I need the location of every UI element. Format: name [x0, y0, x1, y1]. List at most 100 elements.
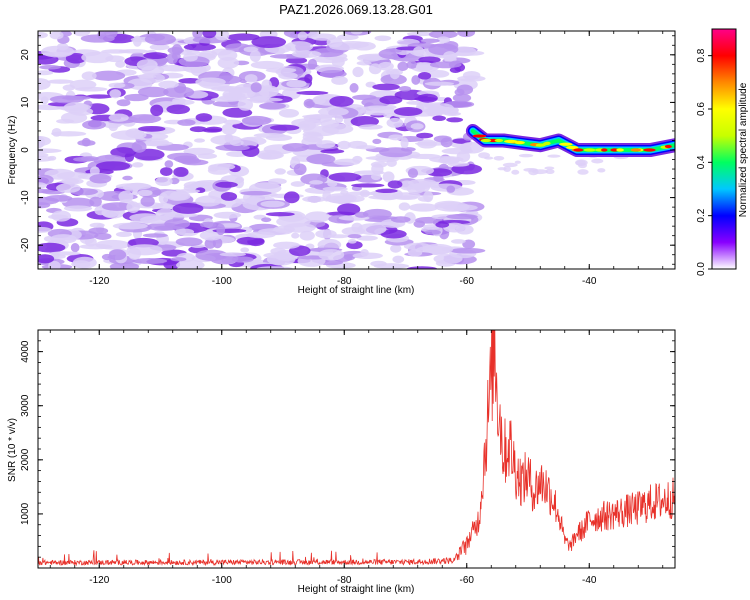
- noise-blob: [108, 113, 129, 122]
- noise-blob: [171, 44, 183, 56]
- chart-title: PAZ1.2026.069.13.28.G01: [279, 2, 433, 17]
- noise-blob: [428, 103, 455, 114]
- noise-blob: [392, 255, 405, 264]
- noise-blob: [274, 168, 286, 175]
- noise-blob: [108, 122, 119, 132]
- noise-blob: [89, 166, 100, 177]
- noise-blob: [415, 62, 434, 72]
- noise-blob: [386, 158, 397, 167]
- noise-blob: [446, 185, 456, 193]
- noise-blob: [115, 60, 126, 68]
- noise-blob: [325, 195, 355, 204]
- noise-blob: [235, 198, 250, 204]
- noise-blob: [197, 153, 217, 159]
- noise-blob: [95, 161, 131, 171]
- noise-blob: [240, 190, 272, 196]
- noise-blob: [195, 77, 226, 87]
- noise-blob: [234, 177, 245, 189]
- colorbar-tick-label: 0.4: [696, 155, 707, 169]
- colorbar-tick-label: 0.6: [696, 102, 707, 116]
- noise-blob: [350, 115, 379, 127]
- noise-blob: [331, 57, 345, 68]
- noise-blob: [217, 57, 240, 69]
- noise-blob: [352, 66, 364, 78]
- noise-blob: [413, 220, 425, 228]
- noise-blob: [109, 89, 122, 99]
- noise-blob: [80, 156, 99, 162]
- noise-blob: [291, 50, 322, 58]
- noise-blob: [89, 196, 102, 207]
- noise-blob: [433, 135, 452, 143]
- noise-blob: [393, 107, 423, 116]
- noise-blob: [347, 239, 357, 244]
- noise-blob: [69, 79, 97, 90]
- noise-blob: [450, 239, 466, 244]
- noise-blob: [389, 69, 400, 80]
- spectrogram-y-tick-label: -20: [20, 238, 31, 253]
- noise-blob: [351, 183, 385, 188]
- noise-blob: [139, 72, 165, 84]
- noise-blob: [547, 154, 561, 158]
- snr-series-line: [38, 330, 675, 567]
- noise-blob: [44, 194, 73, 202]
- noise-blob: [195, 249, 228, 261]
- noise-blob: [353, 170, 385, 176]
- noise-blob: [127, 114, 162, 124]
- noise-blob: [380, 229, 407, 239]
- noise-blob: [356, 60, 372, 66]
- noise-blob: [122, 175, 133, 181]
- noise-blob: [591, 158, 604, 164]
- noise-blob: [523, 168, 538, 172]
- noise-blob: [265, 67, 297, 73]
- noise-blob: [446, 213, 478, 220]
- noise-blob: [158, 192, 169, 204]
- noise-blob: [302, 132, 324, 143]
- noise-blob: [575, 160, 586, 166]
- noise-blob: [413, 46, 425, 57]
- noise-blob: [411, 75, 421, 85]
- noise-blob: [414, 141, 449, 146]
- noise-blob: [164, 218, 191, 229]
- noise-blob: [398, 86, 412, 92]
- noise-blob: [278, 108, 299, 118]
- noise-blob: [408, 203, 439, 212]
- noise-blob: [329, 95, 354, 107]
- signal-hotspot: [601, 148, 608, 152]
- noise-blob: [38, 174, 54, 185]
- noise-blob: [136, 59, 158, 71]
- noise-blob: [374, 35, 392, 42]
- noise-blob: [246, 231, 276, 239]
- noise-blob: [38, 242, 66, 253]
- noise-blob: [407, 249, 423, 257]
- noise-blob: [138, 125, 166, 132]
- noise-blob: [210, 97, 243, 102]
- noise-blob: [131, 140, 147, 153]
- noise-blob: [253, 132, 286, 138]
- noise-blob: [128, 247, 141, 260]
- noise-blob: [302, 114, 336, 119]
- noise-blob: [327, 181, 338, 187]
- noise-blob: [192, 31, 203, 39]
- noise-blob: [193, 138, 206, 143]
- noise-blob: [518, 153, 534, 158]
- signal-hotspot: [535, 143, 546, 147]
- noise-blob: [306, 153, 336, 165]
- noise-blob: [166, 104, 191, 115]
- noise-blob: [240, 247, 250, 253]
- noise-blob: [424, 81, 454, 86]
- noise-blob: [175, 237, 203, 247]
- noise-blob: [137, 86, 169, 98]
- noise-blob: [39, 64, 61, 70]
- snr-x-tick-label: -120: [89, 575, 109, 586]
- noise-blob: [163, 259, 181, 269]
- noise-blob: [215, 181, 238, 188]
- noise-blob: [38, 136, 46, 148]
- noise-blob: [38, 78, 51, 90]
- noise-blob: [428, 31, 458, 39]
- noise-blob: [260, 200, 285, 208]
- signal-hotspot: [664, 144, 672, 149]
- noise-blob: [250, 60, 284, 70]
- signal-hotspot: [616, 148, 624, 152]
- noise-blob: [387, 180, 403, 189]
